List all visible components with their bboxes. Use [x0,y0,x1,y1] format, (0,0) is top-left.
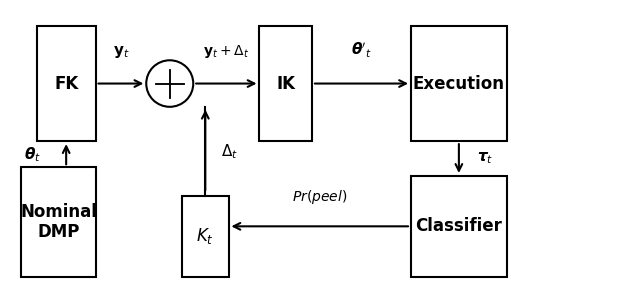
FancyBboxPatch shape [411,176,507,277]
Text: Nominal
DMP: Nominal DMP [20,203,97,241]
Text: FK: FK [54,75,78,93]
Text: $\mathbf{y}_t$: $\mathbf{y}_t$ [112,44,129,61]
Text: $K_t$: $K_t$ [197,226,214,246]
FancyBboxPatch shape [182,196,228,277]
Text: $Pr(peel)$: $Pr(peel)$ [292,188,348,206]
Text: Execution: Execution [413,75,505,93]
Text: $\mathbf{y}_t + \Delta_t$: $\mathbf{y}_t + \Delta_t$ [203,44,250,61]
FancyBboxPatch shape [37,26,95,141]
Ellipse shape [146,60,193,107]
FancyBboxPatch shape [21,167,95,277]
Text: Classifier: Classifier [416,217,502,235]
Text: $\boldsymbol{\theta}'_t$: $\boldsymbol{\theta}'_t$ [351,41,372,61]
FancyBboxPatch shape [411,26,507,141]
Text: IK: IK [276,75,295,93]
Text: $\Delta_t$: $\Delta_t$ [221,142,238,161]
FancyBboxPatch shape [260,26,312,141]
Text: $\boldsymbol{\theta}_t$: $\boldsymbol{\theta}_t$ [24,145,41,163]
Text: $\boldsymbol{\tau}_t$: $\boldsymbol{\tau}_t$ [477,151,494,166]
